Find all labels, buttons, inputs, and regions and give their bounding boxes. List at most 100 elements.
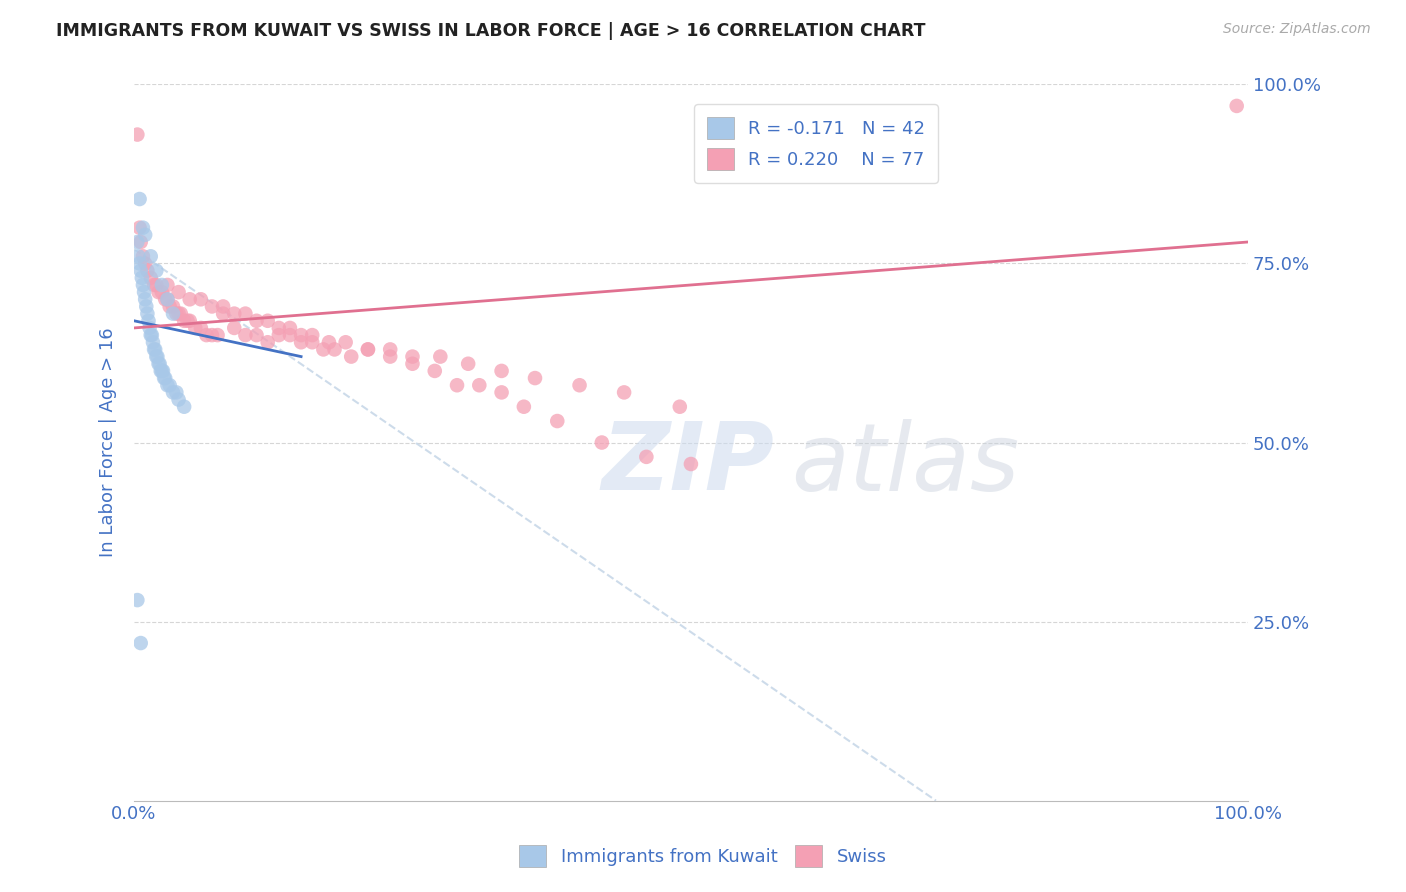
Point xyxy=(491,385,513,400)
Point xyxy=(245,328,267,343)
Point xyxy=(156,293,179,307)
Point xyxy=(167,307,190,321)
Point xyxy=(159,300,181,314)
Point xyxy=(546,414,568,428)
Point xyxy=(423,364,446,378)
Point xyxy=(132,277,155,292)
Point xyxy=(429,350,451,364)
Point xyxy=(190,293,212,307)
Point xyxy=(323,343,346,357)
Y-axis label: In Labor Force | Age > 16: In Labor Force | Age > 16 xyxy=(100,327,117,558)
Point xyxy=(155,293,177,307)
Point xyxy=(179,293,201,307)
Point xyxy=(134,256,156,270)
Text: ZIP: ZIP xyxy=(602,418,775,510)
Point xyxy=(129,263,152,277)
Point xyxy=(176,314,198,328)
Point xyxy=(401,350,423,364)
Point xyxy=(613,385,636,400)
Point xyxy=(139,328,162,343)
Point xyxy=(127,249,149,263)
Point xyxy=(357,343,380,357)
Point xyxy=(207,328,229,343)
Text: Source: ZipAtlas.com: Source: ZipAtlas.com xyxy=(1223,22,1371,37)
Point xyxy=(167,392,190,407)
Point xyxy=(301,328,323,343)
Point xyxy=(357,343,380,357)
Point xyxy=(143,277,166,292)
Point xyxy=(278,328,301,343)
Point xyxy=(312,343,335,357)
Point xyxy=(141,328,163,343)
Point xyxy=(318,335,340,350)
Point xyxy=(256,314,278,328)
Point xyxy=(668,400,690,414)
Point xyxy=(224,307,246,321)
Point xyxy=(143,343,166,357)
Point xyxy=(127,128,149,142)
Point xyxy=(184,321,207,335)
Point xyxy=(135,300,157,314)
Point xyxy=(201,328,224,343)
Point xyxy=(145,263,167,277)
Point xyxy=(127,235,149,249)
Point xyxy=(148,357,170,371)
Point xyxy=(524,371,547,385)
Point xyxy=(136,263,159,277)
Point xyxy=(139,249,162,263)
Point xyxy=(145,277,167,292)
Point xyxy=(143,343,166,357)
Point xyxy=(150,285,173,300)
Text: atlas: atlas xyxy=(792,418,1019,509)
Point xyxy=(380,343,402,357)
Point xyxy=(156,277,179,292)
Point xyxy=(267,328,290,343)
Point xyxy=(132,249,155,263)
Point xyxy=(212,300,235,314)
Point xyxy=(152,364,174,378)
Point xyxy=(136,307,159,321)
Point xyxy=(138,321,160,335)
Point xyxy=(636,450,658,464)
Point xyxy=(156,293,179,307)
Point xyxy=(138,314,160,328)
Point xyxy=(134,293,156,307)
Point xyxy=(591,435,613,450)
Point xyxy=(173,400,195,414)
Point xyxy=(146,350,169,364)
Point xyxy=(128,220,150,235)
Point xyxy=(162,385,184,400)
Point xyxy=(132,220,155,235)
Point xyxy=(156,378,179,392)
Point xyxy=(165,307,187,321)
Point xyxy=(153,371,176,385)
Point xyxy=(195,328,218,343)
Point xyxy=(159,378,181,392)
Point xyxy=(129,636,152,650)
Point xyxy=(148,285,170,300)
Point xyxy=(165,385,187,400)
Point xyxy=(128,256,150,270)
Point xyxy=(201,300,224,314)
Point xyxy=(568,378,591,392)
Point xyxy=(142,335,165,350)
Legend: Immigrants from Kuwait, Swiss: Immigrants from Kuwait, Swiss xyxy=(512,838,894,874)
Point xyxy=(149,357,172,371)
Point xyxy=(301,335,323,350)
Point xyxy=(446,378,468,392)
Point xyxy=(278,321,301,335)
Point xyxy=(162,300,184,314)
Legend: R = -0.171   N = 42, R = 0.220    N = 77: R = -0.171 N = 42, R = 0.220 N = 77 xyxy=(695,104,938,183)
Point xyxy=(131,270,153,285)
Point xyxy=(245,314,267,328)
Point xyxy=(179,314,201,328)
Point xyxy=(129,235,152,249)
Point xyxy=(190,321,212,335)
Point xyxy=(380,350,402,364)
Point xyxy=(162,307,184,321)
Point xyxy=(212,307,235,321)
Point xyxy=(513,400,536,414)
Point xyxy=(290,335,312,350)
Point xyxy=(150,364,173,378)
Point xyxy=(155,371,177,385)
